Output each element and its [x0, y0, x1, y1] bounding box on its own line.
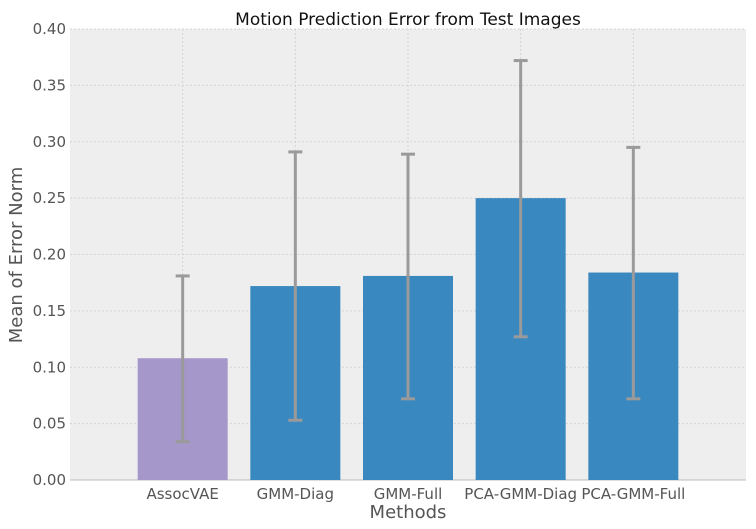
y-tick-label: 0.05: [33, 415, 66, 433]
x-axis-label: Methods: [370, 502, 447, 523]
y-tick-label: 0.15: [33, 302, 66, 320]
error-bar: [401, 152, 415, 401]
chart-title: Motion Prediction Error from Test Images: [235, 10, 581, 30]
error-bars: [175, 59, 641, 444]
y-tick-label: 0.10: [33, 358, 66, 376]
x-tick-label: GMM-Diag: [257, 485, 334, 503]
y-tick-label: 0.40: [33, 20, 66, 38]
error-bar: [626, 145, 641, 401]
x-tick-labels: AssocVAE GMM-Diag GMM-Full PCA-GMM-Diag PCA-…: [146, 485, 685, 503]
y-tick-label: 0.25: [33, 189, 66, 207]
y-tick-label: 0.35: [33, 76, 66, 94]
y-tick-label: 0.20: [33, 246, 66, 264]
x-tick-label: PCA-GMM-Full: [581, 485, 685, 503]
error-bar: [175, 274, 190, 444]
error-bar: [288, 150, 303, 422]
x-tick-label: GMM-Full: [374, 485, 443, 503]
x-tick-label: PCA-GMM-Diag: [464, 485, 577, 503]
y-tick-label: 0.00: [33, 471, 66, 489]
y-tick-labels: 0.00 0.05 0.10 0.15 0.20 0.25 0.30 0.35 0.40: [33, 20, 66, 489]
x-tick-label: AssocVAE: [146, 485, 218, 503]
error-bar: [513, 59, 528, 339]
y-tick-label: 0.30: [33, 133, 66, 151]
y-axis-label: Mean of Error Norm: [6, 167, 27, 344]
